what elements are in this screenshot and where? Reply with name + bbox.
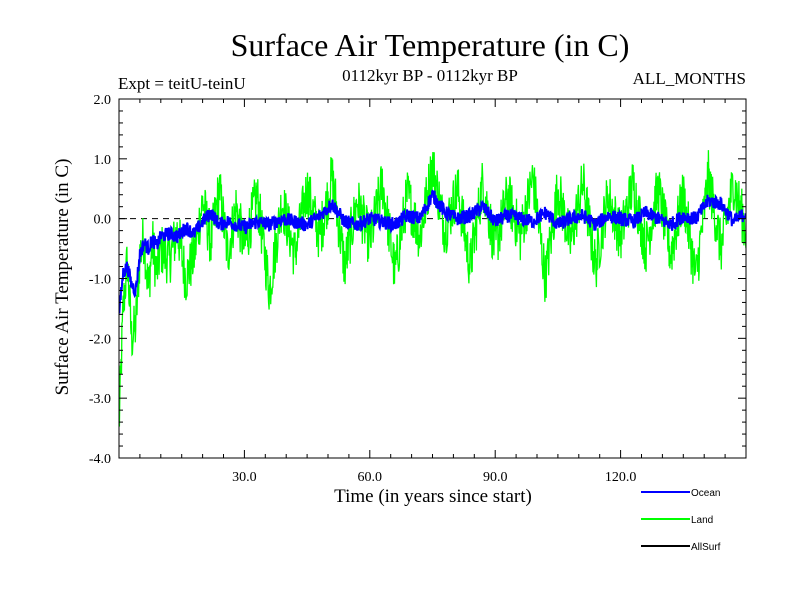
y-tick-label: 0.0 <box>94 213 112 228</box>
x-tick-label: 120.0 <box>605 470 637 485</box>
time-range-label: 0112kyr BP - 0112kyr BP <box>342 66 518 85</box>
x-tick-label: 30.0 <box>232 470 257 485</box>
legend-label-ocean: Ocean <box>691 488 720 499</box>
experiment-label: Expt = teitU-teinU <box>118 74 246 93</box>
y-tick-label: -3.0 <box>89 392 111 407</box>
y-tick-label: -2.0 <box>89 332 111 347</box>
y-tick-label: 1.0 <box>94 153 112 168</box>
x-tick-label: 60.0 <box>358 470 383 485</box>
series-line-ocean <box>119 189 746 314</box>
legend-label-allsurf: AllSurf <box>691 542 721 553</box>
series-line-land <box>119 150 746 427</box>
x-tick-label: 90.0 <box>483 470 508 485</box>
x-axis-title: Time (in years since start) <box>334 486 532 507</box>
y-axis-title: Surface Air Temperature (in C) <box>52 159 73 396</box>
y-tick-label: -4.0 <box>89 452 111 467</box>
months-label: ALL_MONTHS <box>633 69 746 88</box>
y-tick-label: -1.0 <box>89 273 111 288</box>
legend-label-land: Land <box>691 515 713 526</box>
plot-frame <box>118 98 747 459</box>
chart-title: Surface Air Temperature (in C) <box>231 27 630 63</box>
y-tick-label: 2.0 <box>94 93 112 108</box>
